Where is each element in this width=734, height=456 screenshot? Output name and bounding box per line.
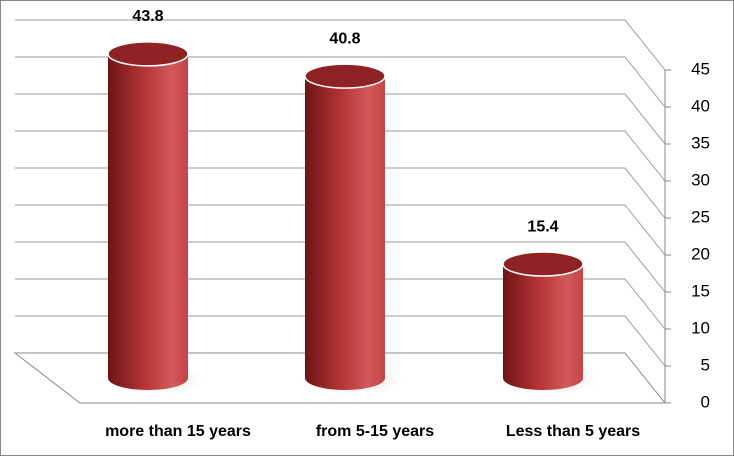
- grid-line: [15, 167, 666, 219]
- x-tick-label: Less than 5 years: [506, 423, 640, 440]
- value-label: 40.8: [329, 30, 360, 47]
- y-tick-label: 45: [691, 59, 710, 78]
- y-tick-label: 40: [691, 96, 710, 115]
- bar: [305, 76, 385, 390]
- grid-line: [15, 204, 666, 256]
- y-tick-label: 10: [691, 318, 710, 337]
- x-tick-label: from 5-15 years: [316, 423, 434, 440]
- y-tick-label: 0: [701, 392, 710, 411]
- y-tick-label: 30: [691, 170, 710, 189]
- bar: [108, 53, 188, 390]
- bar-top: [502, 251, 584, 277]
- grid-line: [15, 241, 666, 293]
- x-tick-label: more than 15 years: [105, 423, 251, 440]
- bar-top: [107, 41, 189, 67]
- y-tick-label: 15: [691, 281, 710, 300]
- bar: [503, 264, 583, 390]
- y-tick-label: 5: [701, 355, 710, 374]
- y-tick-label: 25: [691, 207, 710, 226]
- grid-line: [15, 19, 666, 71]
- grid-line: [15, 56, 666, 108]
- grid-line: [15, 130, 666, 182]
- y-tick-label: 20: [691, 244, 710, 263]
- value-label: 15.4: [527, 218, 558, 235]
- grid-line: [15, 93, 666, 145]
- grid-line: [15, 278, 666, 330]
- grid-line: [15, 315, 666, 367]
- y-tick-label: 35: [691, 133, 710, 152]
- value-label: 43.8: [132, 8, 163, 25]
- bar-top: [304, 63, 386, 89]
